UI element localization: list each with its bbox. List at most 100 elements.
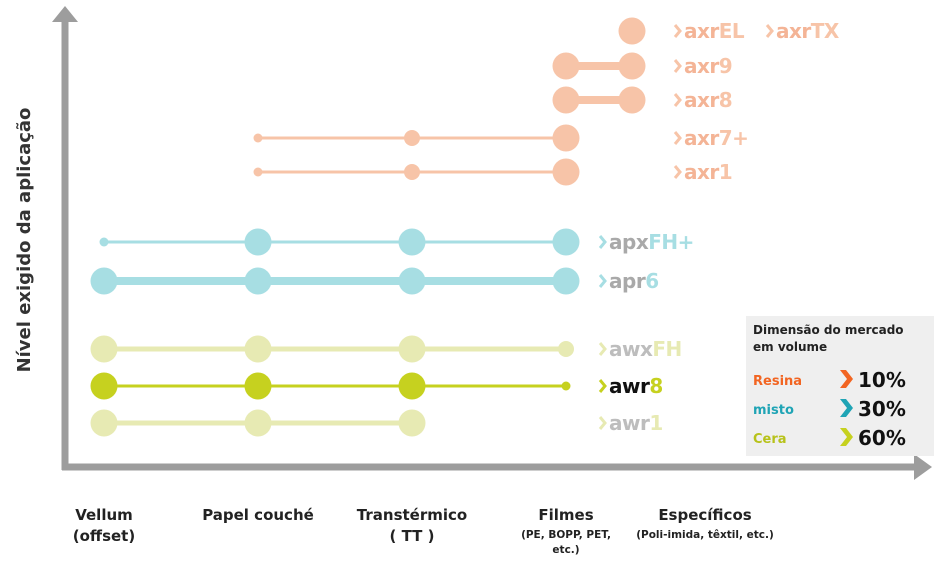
dot bbox=[398, 267, 426, 295]
axes bbox=[52, 6, 932, 480]
dot bbox=[404, 164, 420, 180]
legend-title: Dimensão do mercado bbox=[753, 323, 904, 337]
product-label: axr9 bbox=[684, 54, 732, 78]
category-sublabel: (PE, BOPP, PET, bbox=[521, 529, 611, 541]
chevron bbox=[673, 24, 682, 38]
dot bbox=[561, 381, 571, 391]
category-label: Específicos bbox=[658, 506, 751, 524]
dot bbox=[552, 52, 580, 80]
dot bbox=[618, 17, 646, 45]
product-prefix: axr bbox=[684, 160, 719, 184]
dot bbox=[253, 133, 263, 143]
legend-value: 60% bbox=[858, 426, 906, 450]
product-label: awxFH bbox=[609, 337, 682, 361]
product-prefix: axr bbox=[684, 54, 719, 78]
category-label: Papel couché bbox=[202, 506, 314, 524]
product-prefix: axr bbox=[684, 19, 719, 43]
product-suffix: 1 bbox=[649, 411, 662, 435]
product-label: awr1 bbox=[609, 411, 663, 435]
product-prefix: axr bbox=[776, 19, 811, 43]
dot bbox=[398, 372, 426, 400]
product-label: axr1 bbox=[684, 160, 732, 184]
product-suffix: EL bbox=[719, 19, 745, 43]
dot bbox=[552, 158, 580, 186]
product-suffix: 7+ bbox=[719, 126, 749, 150]
legend-name: Resina bbox=[753, 374, 802, 389]
legend-title: em volume bbox=[753, 340, 827, 354]
legend-value: 30% bbox=[858, 397, 906, 421]
product-prefix: awr bbox=[609, 374, 650, 398]
dot bbox=[618, 86, 646, 114]
legend-chevron bbox=[840, 370, 853, 388]
dot bbox=[552, 228, 580, 256]
dot bbox=[90, 267, 118, 295]
product-prefix: axr bbox=[684, 88, 719, 112]
dot bbox=[398, 409, 426, 437]
product-suffix: 1 bbox=[719, 160, 732, 184]
chevron bbox=[673, 59, 682, 73]
product-label: axrTX bbox=[776, 19, 840, 43]
dot bbox=[552, 267, 580, 295]
product-label: axrEL bbox=[684, 19, 745, 43]
category-sublabel: etc.) bbox=[552, 544, 579, 556]
chevron bbox=[598, 274, 607, 288]
product-prefix: awr bbox=[609, 411, 650, 435]
dot bbox=[244, 267, 272, 295]
product-label: awr8 bbox=[609, 374, 663, 398]
product-suffix: 6 bbox=[645, 269, 658, 293]
chevron bbox=[598, 342, 607, 356]
product-label: apr6 bbox=[609, 269, 659, 293]
category-label: Filmes bbox=[538, 506, 593, 524]
dot bbox=[404, 130, 420, 146]
dot bbox=[90, 335, 118, 363]
legend-name: Cera bbox=[753, 432, 787, 447]
product-suffix: 8 bbox=[649, 374, 662, 398]
dot bbox=[244, 228, 272, 256]
chevron bbox=[673, 93, 682, 107]
x-arrow bbox=[914, 454, 932, 480]
product-prefix: apr bbox=[609, 269, 646, 293]
dot bbox=[398, 335, 426, 363]
chevron bbox=[673, 131, 682, 145]
product-suffix: FH bbox=[652, 337, 681, 361]
product-prefix: awx bbox=[609, 337, 653, 361]
dot bbox=[244, 372, 272, 400]
product-suffix: 8 bbox=[719, 88, 732, 112]
dot bbox=[90, 372, 118, 400]
chevron bbox=[673, 165, 682, 179]
category-label: Transtérmico bbox=[357, 506, 467, 524]
dot bbox=[552, 124, 580, 152]
category-label: Vellum bbox=[75, 506, 133, 524]
y-arrow bbox=[52, 6, 78, 22]
dot bbox=[618, 52, 646, 80]
chevron bbox=[598, 235, 607, 249]
legend-name: misto bbox=[753, 403, 794, 418]
product-suffix: 9 bbox=[719, 54, 732, 78]
dot bbox=[253, 167, 263, 177]
product-suffix: FH+ bbox=[648, 230, 694, 254]
legend-value: 10% bbox=[858, 368, 906, 392]
product-label: apxFH+ bbox=[609, 230, 694, 254]
chevron bbox=[598, 416, 607, 430]
dot bbox=[90, 409, 118, 437]
legend-chevron bbox=[840, 399, 853, 417]
product-prefix: axr bbox=[684, 126, 719, 150]
y-axis-label: Nível exigido da aplicação bbox=[14, 108, 35, 373]
dot bbox=[244, 335, 272, 363]
chevron bbox=[598, 379, 607, 393]
category-sublabel: ( TT ) bbox=[390, 527, 435, 545]
product-label: axr8 bbox=[684, 88, 732, 112]
category-sublabel: (Poli-imida, têxtil, etc.) bbox=[636, 529, 774, 541]
dot bbox=[552, 86, 580, 114]
product-suffix: TX bbox=[811, 19, 840, 43]
chevron bbox=[765, 24, 774, 38]
dot bbox=[558, 341, 574, 357]
category-sublabel: (offset) bbox=[73, 527, 135, 545]
legend-box bbox=[746, 316, 934, 456]
dot bbox=[244, 409, 272, 437]
product-label: axr7+ bbox=[684, 126, 748, 150]
dot bbox=[398, 228, 426, 256]
dot bbox=[99, 237, 109, 247]
legend-chevron bbox=[840, 428, 853, 446]
